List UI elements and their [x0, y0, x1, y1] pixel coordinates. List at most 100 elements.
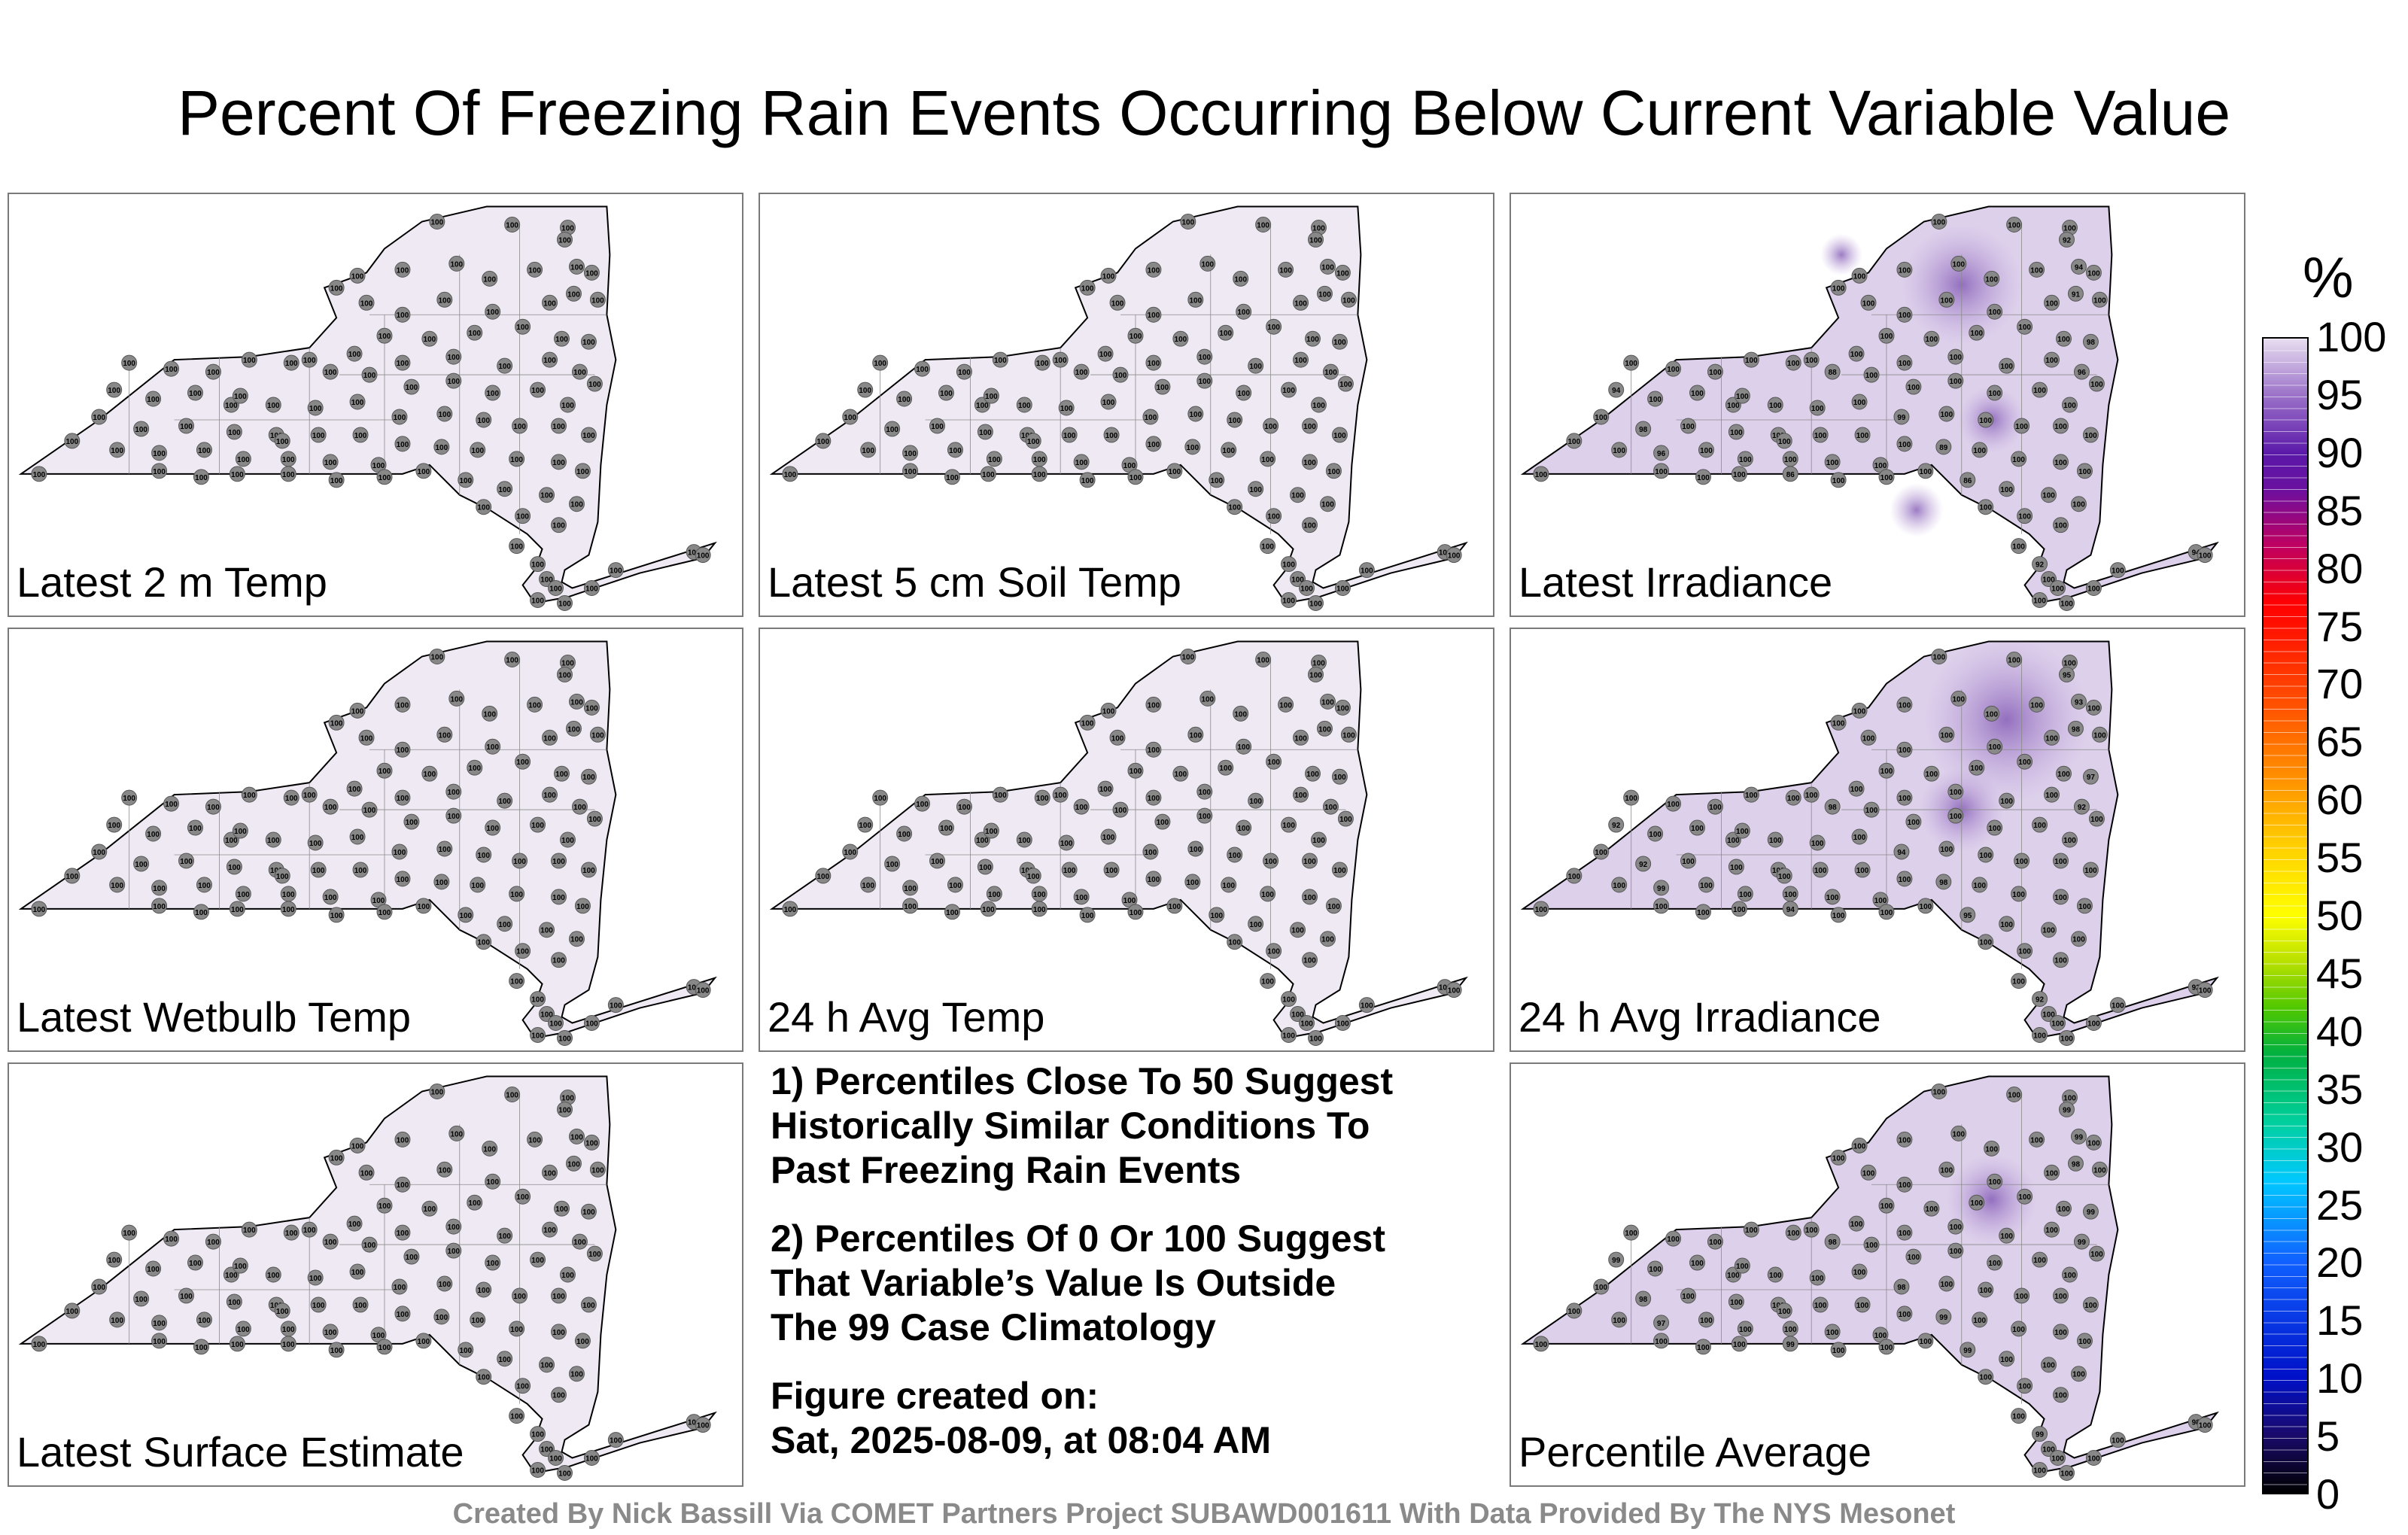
station-marker: 100 [1299, 1015, 1315, 1031]
station-marker: 100 [2050, 580, 2066, 596]
station-marker: 100 [2014, 853, 2030, 869]
station-value: 100 [582, 774, 595, 782]
station-marker: 100 [1698, 877, 1714, 893]
station-value: 100 [2112, 567, 2124, 576]
station-value: 100 [1249, 798, 1262, 806]
station-marker: 100 [2091, 1161, 2108, 1178]
station-value: 100 [510, 543, 523, 552]
station-marker: 100 [1172, 330, 1189, 347]
station-value: 100 [431, 1088, 444, 1096]
station-value: 100 [1198, 378, 1211, 386]
station-value: 100 [66, 873, 79, 881]
station-marker: 100 [2091, 291, 2108, 308]
station-value: 100 [153, 468, 166, 476]
state-outline [1520, 1075, 2219, 1474]
station-value: 100 [438, 1166, 451, 1175]
station-value: 100 [153, 1320, 166, 1328]
station-value: 100 [1336, 269, 1349, 278]
station-marker: 100 [458, 472, 474, 488]
station-value: 100 [555, 771, 568, 779]
station-marker: 100 [64, 868, 81, 884]
station-marker: 100 [1358, 562, 1375, 579]
station-marker: 100 [1308, 666, 1324, 682]
station-marker: 100 [1322, 798, 1339, 815]
station-marker: 100 [504, 652, 521, 667]
station-marker: 100 [1233, 270, 1249, 287]
station-marker: 100 [1319, 931, 1336, 947]
station-value: 100 [372, 1332, 385, 1340]
station-marker: 100 [1221, 442, 1237, 458]
station-marker: 100 [322, 1324, 339, 1340]
station-value: 100 [1027, 438, 1040, 446]
station-marker: 100 [1851, 267, 1868, 284]
station-value: 92 [2036, 996, 2045, 1005]
station-marker: 100 [433, 439, 450, 455]
station-marker: 100 [509, 973, 525, 989]
station-value: 100 [1327, 903, 1340, 911]
station-value: 100 [904, 903, 917, 911]
station-marker: 100 [1689, 819, 1705, 836]
colorbar-tick-label: 85 [2316, 486, 2364, 534]
station-value: 100 [1933, 1088, 1946, 1096]
station-marker: 100 [1196, 807, 1213, 824]
station-value: 100 [610, 1002, 622, 1011]
station-value: 100 [330, 1347, 343, 1355]
station-marker: 100 [1281, 591, 1297, 608]
station-value: 100 [330, 284, 343, 293]
station-value: 100 [2012, 1326, 2025, 1334]
station-marker: 100 [2109, 997, 2126, 1014]
station-marker: 100 [1031, 901, 1047, 917]
station-value: 100 [1291, 492, 1304, 500]
station-marker: 100 [2082, 1296, 2099, 1313]
station-value: 100 [1201, 695, 1214, 704]
station-value: 100 [1949, 1223, 1962, 1232]
figure-title: Percent Of Freezing Rain Events Occurrin… [177, 78, 2231, 148]
station-value: 100 [108, 387, 120, 395]
station-marker: 100 [1905, 813, 1922, 830]
station-value: 100 [348, 786, 361, 794]
station-value: 100 [198, 882, 211, 890]
station-marker: 100 [1196, 372, 1213, 389]
station-value: 100 [1198, 789, 1211, 797]
station-value: 100 [506, 656, 518, 664]
station-marker: 100 [352, 427, 369, 443]
station-value: 94 [2075, 263, 2084, 272]
station-marker: 100 [1860, 1164, 1877, 1181]
station-marker: 100 [436, 1275, 453, 1292]
station-marker: 100 [436, 291, 453, 308]
station-marker: 100 [265, 397, 281, 413]
station-marker: 100 [1896, 789, 1913, 806]
station-value: 100 [1697, 474, 1710, 482]
station-marker: 95 [1960, 907, 1976, 923]
station-marker: 100 [1896, 741, 1913, 758]
note-1: 1) Percentiles Close To 50 Suggest Histo… [771, 1060, 1394, 1191]
station-value: 100 [2033, 1467, 2046, 1475]
station-marker: 100 [580, 333, 597, 350]
station-value: 100 [498, 363, 511, 371]
station-value: 100 [324, 369, 337, 377]
station-value: 100 [1880, 768, 1893, 776]
station-marker: 100 [1154, 813, 1171, 830]
station-value: 100 [1691, 825, 1704, 833]
station-value: 100 [243, 792, 256, 800]
station-value: 100 [1312, 224, 1325, 233]
station-value: 100 [1899, 876, 1911, 884]
station-marker: 100 [2109, 562, 2126, 579]
station-marker: 100 [2032, 816, 2048, 833]
colorbar-tick-label: 65 [2316, 718, 2364, 766]
station-value: 100 [431, 218, 444, 226]
station-marker: 100 [1923, 330, 1940, 347]
station-value: 100 [324, 1329, 337, 1337]
station-value: 100 [1730, 864, 1743, 872]
station-marker: 100 [2050, 1015, 2066, 1031]
station-value: 100 [397, 876, 409, 884]
station-value: 100 [282, 456, 295, 464]
station-value: 100 [2018, 324, 2031, 332]
station-value: 100 [450, 260, 463, 269]
station-marker: 100 [467, 324, 483, 341]
station-value: 100 [531, 561, 544, 570]
station-value: 100 [784, 471, 797, 479]
station-marker: 100 [1978, 499, 1994, 515]
station-marker: 100 [1947, 372, 1964, 389]
